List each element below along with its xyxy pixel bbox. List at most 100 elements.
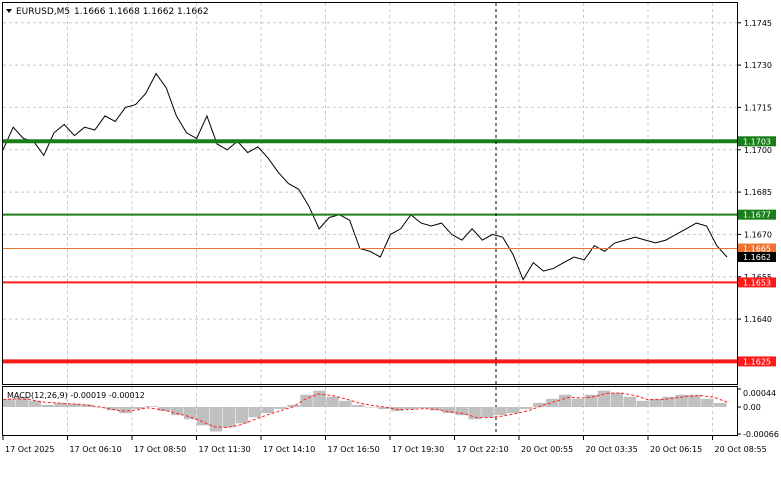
time-tick-label: 20 Oct 00:55: [521, 445, 573, 454]
macd-bar: [41, 404, 55, 407]
macd-bar: [662, 396, 675, 407]
level-label: 1.1653: [743, 278, 771, 287]
level-label: 1.1677: [743, 211, 771, 220]
macd-bar: [442, 407, 455, 414]
ohlc-values: 1.1666 1.1668 1.1662 1.1662: [74, 7, 209, 17]
price-tick-label: 1.1715: [744, 103, 772, 112]
macd-bar: [171, 407, 184, 416]
macd-bar: [248, 407, 262, 418]
time-tick-label: 17 Oct 19:30: [392, 445, 444, 454]
level-label: 1.1665: [743, 245, 771, 254]
macd-bar: [261, 407, 274, 414]
macd-bar: [119, 407, 132, 414]
macd-bar: [481, 407, 494, 418]
price-panel[interactable]: [2, 2, 738, 385]
macd-signal-line: [2, 392, 728, 429]
level-tag: [738, 209, 776, 220]
price-tick-label: 1.1655: [744, 273, 772, 282]
macd-bar: [403, 407, 417, 410]
time-axis[interactable]: 17 Oct 2025 17 Oct 06:10 17 Oct 08:50 17 Oc…: [2, 436, 767, 454]
macd-axis: 0.00044 0.00 -0.00066: [737, 388, 779, 439]
macd-bar: [520, 407, 533, 410]
time-tick-label: 20 Oct 08:55: [715, 445, 767, 454]
price-tick-label: 1.1685: [744, 188, 772, 197]
level-tag: [738, 252, 776, 262]
macd-bar: [67, 403, 81, 407]
macd-bar: [235, 407, 249, 424]
macd-bar: [3, 398, 16, 407]
macd-title: MACD(12,26,9) -0.00019 -0.00012: [7, 391, 145, 400]
macd-bar: [313, 390, 326, 407]
macd-bar: [571, 398, 585, 407]
macd-bar: [416, 407, 430, 409]
price-line: [2, 72, 728, 281]
level-tag: [738, 243, 776, 254]
price-tick-label: 1.1670: [744, 230, 772, 239]
macd-bar: [533, 402, 546, 407]
level-tag: [738, 277, 776, 288]
level-label: 1.1662: [743, 253, 771, 262]
macd-bar: [429, 407, 443, 411]
chart-header: EURUSD,M5 1.1666 1.1668 1.1662 1.1662: [6, 7, 209, 17]
macd-bar: [274, 407, 287, 410]
macd-bar: [132, 407, 145, 410]
macd-bar: [80, 404, 93, 407]
macd-bar: [636, 400, 649, 407]
macd-bar: [688, 394, 701, 407]
price-tick-label: 1.1640: [744, 315, 772, 324]
price-tick-label: 1.1700: [744, 146, 772, 155]
macd-bar: [649, 398, 662, 407]
level-tag: [738, 136, 776, 147]
time-tick-label: 17 Oct 06:10: [70, 445, 122, 454]
macd-tick-label: -0.00066: [743, 430, 779, 439]
macd-bar: [507, 407, 520, 414]
price-axis[interactable]: 1.1745 1.1730 1.1715 1.1700 1.1685 1.1670 1.16…: [737, 19, 772, 324]
macd-bar: [494, 407, 507, 416]
price-tick-label: 1.1745: [744, 19, 772, 28]
macd-histogram: [3, 390, 727, 432]
time-tick-label: 17 Oct 14:10: [263, 445, 315, 454]
macd-bar: [158, 407, 171, 412]
macd-bar: [584, 394, 598, 407]
time-tick-label: 17 Oct 16:50: [328, 445, 380, 454]
macd-bar: [352, 404, 365, 407]
level-lines: [3, 139, 737, 364]
macd-bar: [287, 404, 300, 407]
macd-bar: [15, 396, 29, 407]
macd-bar: [468, 407, 481, 420]
macd-bar: [28, 400, 42, 407]
level-tag: [738, 356, 776, 367]
macd-bar: [597, 390, 611, 407]
macd-bar: [184, 407, 197, 420]
macd-bar: [209, 407, 223, 432]
symbol-label: EURUSD,M5: [16, 7, 70, 17]
price-tick-label: 1.1730: [744, 61, 772, 70]
macd-bar: [300, 394, 313, 407]
macd-bar: [546, 398, 559, 407]
macd-bar: [54, 402, 68, 407]
macd-bar: [365, 407, 378, 408]
macd-bar: [377, 407, 391, 410]
macd-bar: [106, 407, 119, 411]
macd-bar: [145, 406, 158, 407]
macd-bar: [455, 407, 468, 416]
macd-bar: [339, 400, 352, 407]
level-label: 1.1703: [743, 137, 771, 146]
time-tick-label: 17 Oct 11:30: [199, 445, 251, 454]
macd-bar: [558, 394, 572, 407]
macd-bar: [610, 392, 624, 407]
macd-bar: [714, 402, 727, 407]
time-tick-label: 20 Oct 06:15: [650, 445, 702, 454]
macd-bar: [196, 407, 210, 426]
dropdown-triangle-icon[interactable]: [6, 9, 12, 13]
time-tick-label: 20 Oct 03:35: [586, 445, 638, 454]
time-tick-label: 17 Oct 2025: [5, 445, 54, 454]
macd-bar: [623, 396, 636, 407]
macd-tick-label: 0.00: [743, 403, 761, 412]
macd-bar: [326, 396, 339, 407]
macd-bar: [222, 407, 236, 428]
macd-tick-label: 0.00044: [743, 389, 776, 398]
time-tick-label: 17 Oct 22:10: [457, 445, 509, 454]
